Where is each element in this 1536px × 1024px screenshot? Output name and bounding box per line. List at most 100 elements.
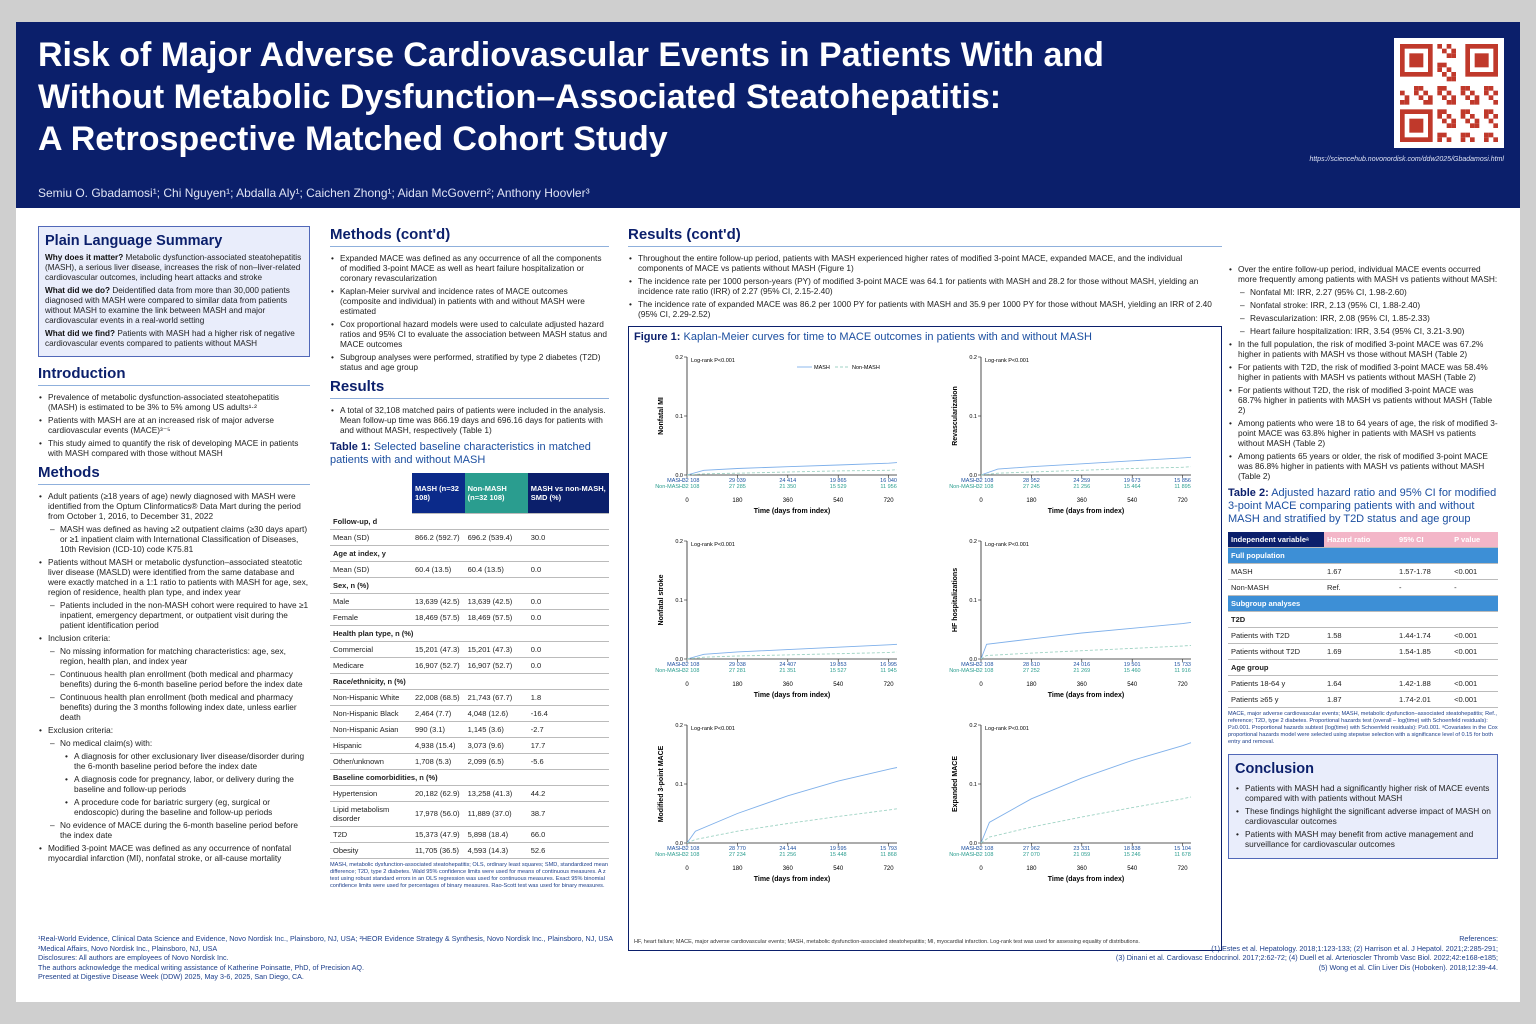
results-cont-bullet: The incidence rate per 1000 person-years… (628, 276, 1222, 296)
methods-bullet: Continuous health plan enrollment (both … (38, 669, 310, 689)
column-4: Over the entire follow-up period, indivi… (1228, 226, 1498, 859)
methods-list: Adult patients (≥18 years of age) newly … (38, 491, 310, 863)
table-row: Hispanic 4,938 (15.4) 3,073 (9.6) 17.7 (330, 737, 609, 754)
conclusion-box: Conclusion Patients with MASH had a sign… (1228, 754, 1498, 859)
risk-count-nonmash: 15 460 (1124, 668, 1141, 674)
table-cell: Patients with T2D (1228, 627, 1324, 644)
table-band: Full population (1228, 547, 1498, 564)
methods-bullet: Exclusion criteria: (38, 725, 310, 735)
results-individual-list: Over the entire follow-up period, indivi… (1228, 264, 1498, 481)
y-tick-label: 0.2 (969, 539, 977, 545)
risk-label-nonmash: Non-MASH (949, 668, 977, 674)
y-axis-label: HF hospitalizations (952, 568, 959, 632)
title-line: Risk of Major Adverse Cardiovascular Eve… (38, 36, 1104, 74)
risk-label-nonmash: Non-MASH (655, 484, 683, 490)
x-tick-label: 540 (833, 682, 844, 688)
results-cont-list: Throughout the entire follow-up period, … (628, 253, 1222, 319)
qr-code-icon[interactable] (1394, 38, 1504, 148)
risk-count-mash: 24 407 (779, 662, 796, 668)
km-chart: 0.0 0.1 0.2 0 180 360 540 720 Log-rank P<0.001 No… (655, 355, 898, 515)
x-tick-label: 0 (979, 498, 983, 504)
table-cell: 66.0 (527, 826, 609, 843)
risk-count-mash: 28 610 (1023, 662, 1040, 668)
legend-label-mash: MASH (814, 365, 830, 371)
methods-bullet: Inclusion criteria: (38, 633, 310, 643)
results-cont-bullet: The incidence rate of expanded MACE was … (628, 299, 1222, 319)
table-row: Mean (SD) 866.2 (592.7) 696.2 (539.4) 30.0 (330, 529, 609, 546)
y-axis-label: Nonfatal stroke (658, 574, 665, 625)
km-series-line (980, 466, 1192, 476)
results-individual-bullet: Among patients who were 18 to 64 years o… (1228, 418, 1498, 448)
risk-count-nonmash: 21 269 (1073, 668, 1090, 674)
table-row: Sex, n (%) (330, 577, 609, 594)
table-row: Commercial 15,201 (47.3) 15,201 (47.3) 0.0 (330, 641, 609, 658)
methods-bullet: Adult patients (≥18 years of age) newly … (38, 491, 310, 521)
table-cell: Obesity (330, 842, 412, 859)
x-tick-label: 540 (1127, 866, 1138, 872)
table-cell: 696.2 (539.4) (464, 529, 528, 546)
km-chart: 0.0 0.1 0.2 0 180 360 540 720 Log-rank P<0.001 Re… (949, 355, 1192, 515)
footer-line: ¹Real-World Evidence, Clinical Data Scie… (38, 934, 614, 943)
table-cell: Patients without T2D (1228, 643, 1324, 660)
methods-bullet: A diagnosis code for pregnancy, labor, o… (38, 774, 310, 794)
qr-url[interactable]: https://sciencehub.novonordisk.com/ddw20… (1309, 156, 1504, 163)
risk-count-nonmash: 11 916 (1174, 668, 1190, 674)
x-tick-label: 540 (833, 498, 844, 504)
t1-header-smd: MASH vs non-MASH, SMD (%) (527, 473, 609, 514)
table-cell: - (1451, 579, 1498, 596)
risk-label-mash: MASH (961, 846, 977, 852)
table-cell: Mean (SD) (330, 561, 412, 578)
x-tick-label: 540 (833, 866, 844, 872)
results-individual-bullet: For patients with T2D, the risk of modif… (1228, 362, 1498, 382)
table-cell: 15,201 (47.3) (464, 641, 528, 658)
table-cell: 0.0 (527, 561, 609, 578)
logrank-label: Log-rank P<0.001 (691, 542, 735, 548)
reference-line: (5) Wong et al. Clin Liver Dis (Hoboken)… (1318, 962, 1498, 972)
x-tick-label: 180 (732, 682, 743, 688)
footer-line: The authors acknowledge the medical writ… (38, 962, 365, 972)
table-cell: 2,464 (7.7) (412, 705, 465, 722)
table-cell: 38.7 (527, 801, 609, 827)
methods-bullet: Patients without MASH or metabolic dysfu… (38, 557, 310, 597)
methods-bullet: A procedure code for bariatric surgery (… (38, 797, 310, 817)
x-tick-label: 720 (884, 866, 895, 872)
column-1: Plain Language Summary Why does it matte… (38, 226, 310, 866)
risk-count-mash: 24 016 (1073, 662, 1090, 668)
table-cell: <0.001 (1451, 675, 1498, 692)
risk-count-nonmash: 32 108 (977, 668, 994, 674)
x-axis-label: Time (days from index) (1048, 876, 1125, 883)
table-cell: 5,898 (18.4) (464, 826, 528, 843)
methods-cont-bullet: Subgroup analyses were performed, strati… (330, 352, 609, 372)
risk-count-nonmash: 15 448 (830, 852, 847, 858)
km-series-line (686, 469, 898, 476)
poster-footer: ¹Real-World Evidence, Clinical Data Scie… (38, 934, 1498, 982)
km-series-line (686, 462, 898, 476)
risk-count-nonmash: 32 108 (977, 852, 994, 858)
table-cell: 44.2 (527, 785, 609, 802)
risk-label-nonmash: Non-MASH (949, 484, 977, 490)
intro-bullet: Prevalence of metabolic dysfunction-asso… (38, 392, 310, 412)
table-cell: Male (330, 593, 412, 610)
x-tick-label: 0 (685, 682, 689, 688)
risk-label-mash: MASH (961, 662, 977, 668)
t2-header-ci: 95% CI (1396, 532, 1452, 548)
x-axis-label: Time (days from index) (754, 508, 831, 515)
pls-item: Why does it matter? Metabolic dysfunctio… (45, 253, 302, 282)
risk-count-nonmash: 27 285 (729, 484, 746, 490)
risk-count-nonmash: 27 281 (729, 668, 746, 674)
table-row: MASH 1.67 1.57-1.78 <0.001 (1228, 563, 1498, 580)
risk-count-mash: 28 952 (1023, 478, 1040, 484)
logrank-label: Log-rank P<0.001 (691, 358, 735, 364)
table-row: Other/unknown 1,708 (5.3) 2,099 (6.5) -5.6 (330, 753, 609, 770)
km-panel: 0.0 0.1 0.2 0 180 360 540 720 Log-rank P<0.001 HF… (931, 533, 1221, 723)
y-tick-label: 0.0 (675, 473, 683, 479)
table1-note: MASH, metabolic dysfunction-associated s… (330, 861, 608, 889)
methods-bullet: Continuous health plan enrollment (both … (38, 692, 310, 722)
risk-count-nonmash: 27 070 (1023, 852, 1040, 858)
table-cell: 1.8 (527, 689, 609, 706)
table-cell: <0.001 (1451, 627, 1498, 644)
conclusion-bullet: These findings highlight the significant… (1235, 806, 1491, 826)
table-cell: 1.54-1.85 (1396, 643, 1452, 660)
risk-count-mash: 27 962 (1023, 846, 1040, 852)
table-cell: 22,008 (68.5) (412, 689, 465, 706)
